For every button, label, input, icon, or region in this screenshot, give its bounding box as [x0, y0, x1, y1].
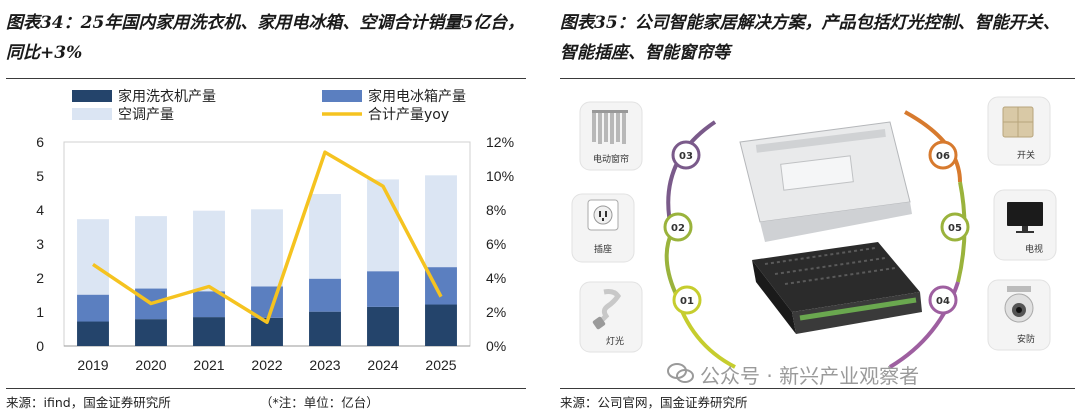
legend-label-2: 空调产量	[118, 107, 174, 123]
socket-icon	[587, 199, 619, 231]
bar-2020-2	[135, 216, 167, 289]
bar-2022-2	[251, 209, 283, 287]
switch-icon	[1002, 106, 1034, 138]
bar-2019-1	[77, 294, 109, 322]
bar-2024-2	[367, 179, 399, 272]
svg-text:06: 06	[936, 151, 950, 162]
curtain-card: 电动窗帘	[579, 101, 643, 171]
y-right-tick-label: 2%	[486, 304, 506, 320]
left-source: 来源：ifind，国金证券研究所	[6, 395, 171, 410]
x-tick-label-2023: 2023	[309, 357, 340, 373]
y-left-tick-label: 5	[36, 168, 44, 184]
wechat-icon	[667, 363, 694, 383]
production-chart: 0 1 2 3 4 5 6 0% 2% 4% 6% 8% 10% 12% 2019 2020 2021 2022 2…	[36, 88, 514, 373]
right-footer-rule	[560, 388, 1075, 389]
y-left-tick-label: 3	[36, 236, 44, 252]
x-tick-label-2022: 2022	[251, 357, 282, 373]
watermark-text: 公众号 · 新兴产业观察者	[700, 364, 920, 388]
camera-label: 安防	[1017, 333, 1035, 345]
bulb-icon	[592, 289, 622, 330]
bar-2021-1	[193, 291, 225, 318]
curtain-label: 电动窗帘	[593, 153, 629, 165]
y-left-tick-label: 1	[36, 304, 44, 320]
arc-left-mid	[664, 231, 677, 293]
tv-card: 电视	[993, 189, 1057, 261]
svg-text:01: 01	[680, 296, 694, 307]
bar-2025-0	[425, 304, 457, 346]
camera-card: 安防	[987, 279, 1051, 351]
camera-icon	[1004, 286, 1034, 323]
badge-05: 05	[940, 212, 970, 242]
curtain-icon	[592, 110, 628, 144]
bar-2023-2	[309, 194, 341, 279]
legend-swatch-1	[322, 90, 362, 102]
y-left-tick-label: 4	[36, 202, 44, 218]
bar-2019-0	[77, 321, 109, 346]
tv-icon	[1007, 202, 1043, 233]
bulb-label: 灯光	[606, 335, 624, 347]
right-title-rule	[560, 78, 1075, 79]
socket-label: 插座	[594, 243, 612, 255]
y-left-tick-label: 0	[36, 338, 44, 354]
bar-2019-2	[77, 219, 109, 295]
din-rail-controller	[739, 121, 912, 242]
y-left-tick-label: 6	[36, 134, 44, 150]
smart-home-diagram: 电动窗帘 插座 灯光 开关 电视	[571, 96, 1057, 369]
right-figure-title: 图表35：公司智能家居解决方案，产品包括灯光控制、智能开关、智能插座、智能窗帘等	[560, 13, 1060, 63]
y-right-tick-label: 8%	[486, 202, 506, 218]
y-right-tick-label: 12%	[486, 134, 514, 150]
x-tick-label-2025: 2025	[425, 357, 456, 373]
legend-label-3: 合计产量yoy	[368, 107, 449, 123]
bar-2020-0	[135, 319, 167, 346]
tv-label: 电视	[1025, 243, 1043, 255]
legend-swatch-2	[72, 108, 112, 120]
legend-label-1: 家用电冰箱产量	[368, 88, 466, 105]
switch-card: 开关	[987, 96, 1051, 166]
bar-2023-0	[309, 311, 341, 346]
x-tick-label-2020: 2020	[135, 357, 166, 373]
left-figure-title: 图表34：25年国内家用洗衣机、家用电冰箱、空调合计销量5亿台，同比+3%	[6, 13, 525, 63]
bulb-card: 灯光	[579, 281, 643, 353]
black-controller	[752, 242, 922, 334]
y-right-tick-label: 0%	[486, 338, 506, 354]
badge-06: 06	[928, 140, 958, 170]
badge-02: 02	[663, 212, 693, 242]
bar-2021-0	[193, 317, 225, 346]
bar-2025-2	[425, 175, 457, 268]
x-tick-label-2024: 2024	[367, 357, 398, 373]
legend-label-0: 家用洗衣机产量	[118, 88, 216, 105]
bar-2024-0	[367, 306, 399, 346]
bar-2021-2	[193, 210, 225, 292]
svg-text:03: 03	[679, 151, 693, 162]
left-footer-rule	[6, 388, 526, 389]
svg-text:04: 04	[936, 296, 950, 307]
y-right-tick-label: 10%	[486, 168, 514, 184]
badge-03: 03	[671, 140, 701, 170]
x-tick-label-2019: 2019	[77, 357, 108, 373]
y-right-tick-label: 6%	[486, 236, 506, 252]
left-title-rule	[6, 78, 526, 79]
bar-2024-1	[367, 271, 399, 307]
switch-label: 开关	[1017, 149, 1035, 161]
right-source: 来源：公司官网，国金证券研究所	[560, 395, 748, 410]
y-right-tick-label: 4%	[486, 270, 506, 286]
left-unit-note: （*注：单位：亿台）	[260, 395, 379, 410]
badge-01: 01	[672, 285, 702, 315]
svg-text:02: 02	[671, 223, 685, 234]
y-left-tick-label: 2	[36, 270, 44, 286]
badge-04: 04	[928, 285, 958, 315]
x-tick-label-2021: 2021	[193, 357, 224, 373]
svg-text:05: 05	[948, 223, 962, 234]
socket-card: 插座	[571, 193, 635, 263]
bar-2023-1	[309, 278, 341, 312]
legend-swatch-0	[72, 90, 112, 102]
